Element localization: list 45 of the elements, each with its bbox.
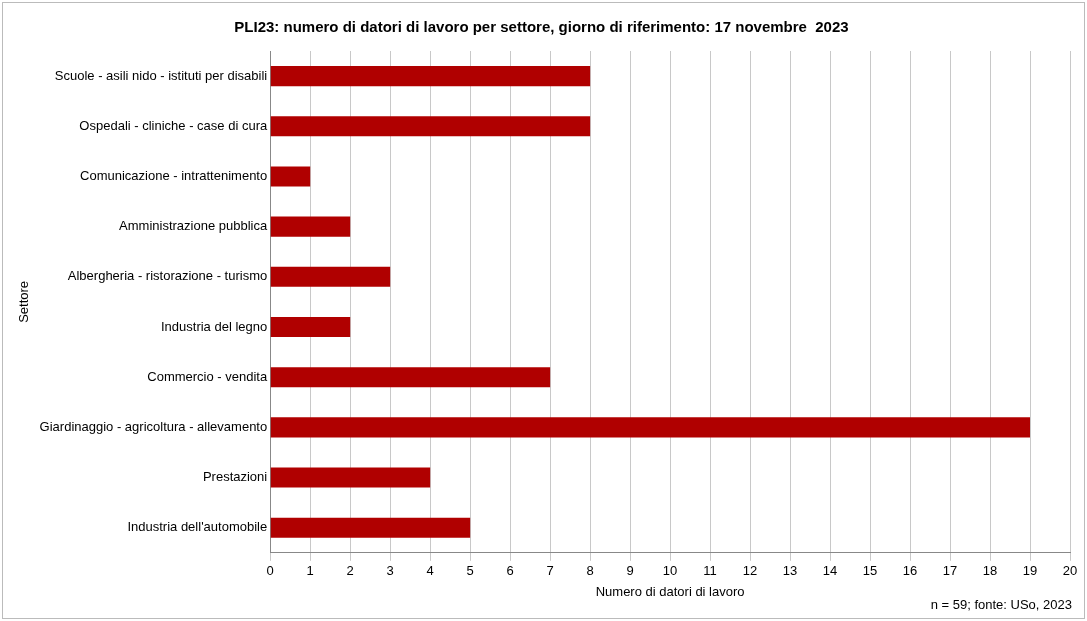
- bar: [270, 216, 351, 237]
- x-tick-label: 14: [822, 563, 838, 579]
- y-tick-label: Commercio - vendita: [147, 368, 268, 384]
- y-tick-label: Ospedali - cliniche - case di cura: [79, 117, 268, 133]
- bar: [270, 116, 591, 137]
- bar: [270, 166, 311, 187]
- y-tick-label: Scuole - asili nido - istituti per disabili: [54, 67, 268, 83]
- x-tick-label: 2: [346, 563, 354, 579]
- y-axis-title: Settore: [16, 280, 32, 323]
- chart-title: PLI23: numero di datori di lavoro per settore, giorno di riferimento: 17 novembre 2023: [234, 18, 849, 36]
- bar: [270, 517, 471, 538]
- x-tick-label: 0: [266, 563, 274, 579]
- x-tick-label: 7: [546, 563, 554, 579]
- bar: [270, 266, 391, 287]
- y-tick-label: Industria del legno: [160, 318, 268, 334]
- x-tick-label: 11: [703, 563, 717, 579]
- bar: [270, 417, 1031, 438]
- x-tick-label: 6: [506, 563, 514, 579]
- bar: [270, 66, 591, 87]
- y-tick-label: Giardinaggio - agricoltura - allevamento: [39, 418, 268, 434]
- y-tick-label: Industria dell'automobile: [127, 519, 268, 535]
- x-tick-label: 10: [662, 563, 678, 579]
- y-tick-label: Amministrazione pubblica: [119, 218, 268, 234]
- bar: [270, 316, 351, 338]
- x-tick-label: 9: [626, 563, 634, 579]
- x-tick-label: 13: [782, 563, 798, 579]
- x-tick-label: 5: [466, 563, 474, 579]
- bar: [270, 467, 431, 488]
- x-tick-label: 8: [586, 563, 594, 579]
- x-tick-label: 4: [426, 563, 434, 579]
- bar: [270, 367, 551, 388]
- text: n = 59; fonte: USo, 2023: [930, 597, 1072, 613]
- x-tick-label: 19: [1022, 563, 1038, 579]
- y-tick-label: Comunicazione - intrattenimento: [80, 168, 268, 184]
- x-tick-label: 12: [742, 563, 758, 579]
- x-tick-label: 15: [862, 563, 878, 579]
- y-tick-label: Albergheria - ristorazione - turismo: [67, 268, 268, 284]
- x-axis-title: Numero di datori di lavoro: [595, 583, 745, 599]
- x-tick-label: 18: [982, 563, 998, 579]
- y-tick-label: Prestazioni: [202, 469, 268, 485]
- x-tick-label: 1: [306, 563, 314, 579]
- x-tick-label: 16: [902, 563, 918, 579]
- x-tick-label: 3: [386, 563, 394, 579]
- x-tick-label: 20: [1062, 563, 1078, 579]
- x-tick-label: 17: [942, 563, 958, 579]
